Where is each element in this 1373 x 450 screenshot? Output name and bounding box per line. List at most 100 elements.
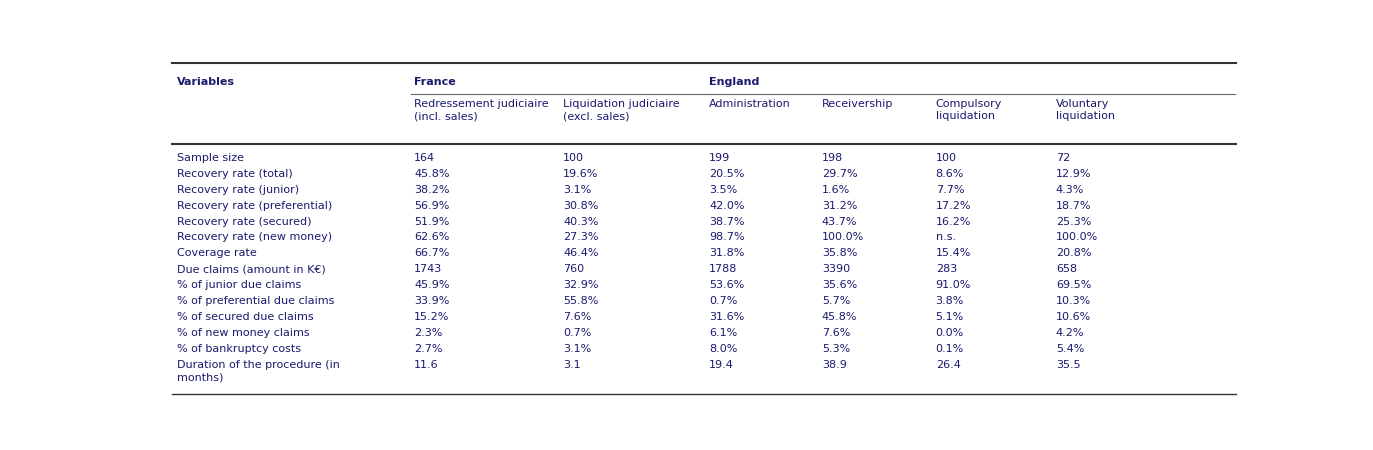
Text: 2.3%: 2.3%	[415, 328, 442, 338]
Text: 18.7%: 18.7%	[1056, 201, 1092, 211]
Text: % of secured due claims: % of secured due claims	[177, 312, 313, 322]
Text: 0.1%: 0.1%	[935, 344, 964, 354]
Text: 25.3%: 25.3%	[1056, 216, 1092, 226]
Text: 5.3%: 5.3%	[822, 344, 850, 354]
Text: 100: 100	[563, 153, 584, 163]
Text: Coverage rate: Coverage rate	[177, 248, 257, 258]
Text: 91.0%: 91.0%	[935, 280, 971, 290]
Text: 8.6%: 8.6%	[935, 169, 964, 179]
Text: Compulsory
liquidation: Compulsory liquidation	[935, 99, 1002, 122]
Text: 6.1%: 6.1%	[708, 328, 737, 338]
Text: 42.0%: 42.0%	[708, 201, 744, 211]
Text: 7.6%: 7.6%	[822, 328, 850, 338]
Text: 0.7%: 0.7%	[708, 296, 737, 306]
Text: 31.2%: 31.2%	[822, 201, 857, 211]
Text: % of preferential due claims: % of preferential due claims	[177, 296, 334, 306]
Text: 16.2%: 16.2%	[935, 216, 971, 226]
Text: 15.2%: 15.2%	[415, 312, 449, 322]
Text: % of bankruptcy costs: % of bankruptcy costs	[177, 344, 301, 354]
Text: 4.3%: 4.3%	[1056, 184, 1085, 195]
Text: 66.7%: 66.7%	[415, 248, 449, 258]
Text: 3.5%: 3.5%	[708, 184, 737, 195]
Text: 51.9%: 51.9%	[415, 216, 449, 226]
Text: 53.6%: 53.6%	[708, 280, 744, 290]
Text: 38.2%: 38.2%	[415, 184, 450, 195]
Text: 26.4: 26.4	[935, 360, 961, 370]
Text: Liquidation judiciaire
(excl. sales): Liquidation judiciaire (excl. sales)	[563, 99, 680, 122]
Text: 98.7%: 98.7%	[708, 233, 744, 243]
Text: 40.3%: 40.3%	[563, 216, 599, 226]
Text: 100.0%: 100.0%	[1056, 233, 1098, 243]
Text: 11.6: 11.6	[415, 360, 439, 370]
Text: 3.1: 3.1	[563, 360, 581, 370]
Text: 1743: 1743	[415, 264, 442, 274]
Text: Redressement judiciaire
(incl. sales): Redressement judiciaire (incl. sales)	[415, 99, 549, 122]
Text: 31.8%: 31.8%	[708, 248, 744, 258]
Text: 35.6%: 35.6%	[822, 280, 857, 290]
Text: 7.6%: 7.6%	[563, 312, 592, 322]
Text: 30.8%: 30.8%	[563, 201, 599, 211]
Text: 3390: 3390	[822, 264, 850, 274]
Text: Recovery rate (preferential): Recovery rate (preferential)	[177, 201, 332, 211]
Text: 5.7%: 5.7%	[822, 296, 850, 306]
Text: 198: 198	[822, 153, 843, 163]
Text: 45.9%: 45.9%	[415, 280, 450, 290]
Text: 760: 760	[563, 264, 585, 274]
Text: Recovery rate (junior): Recovery rate (junior)	[177, 184, 299, 195]
Text: 1.6%: 1.6%	[822, 184, 850, 195]
Text: 19.4: 19.4	[708, 360, 733, 370]
Text: 199: 199	[708, 153, 730, 163]
Text: 31.6%: 31.6%	[708, 312, 744, 322]
Text: 69.5%: 69.5%	[1056, 280, 1092, 290]
Text: England: England	[708, 76, 759, 86]
Text: n.s.: n.s.	[935, 233, 956, 243]
Text: 5.1%: 5.1%	[935, 312, 964, 322]
Text: 10.3%: 10.3%	[1056, 296, 1092, 306]
Text: 12.9%: 12.9%	[1056, 169, 1092, 179]
Text: Recovery rate (total): Recovery rate (total)	[177, 169, 292, 179]
Text: 46.4%: 46.4%	[563, 248, 599, 258]
Text: 45.8%: 45.8%	[822, 312, 857, 322]
Text: 29.7%: 29.7%	[822, 169, 857, 179]
Text: 35.5: 35.5	[1056, 360, 1081, 370]
Text: 15.4%: 15.4%	[935, 248, 971, 258]
Text: Receivership: Receivership	[822, 99, 894, 109]
Text: 2.7%: 2.7%	[415, 344, 442, 354]
Text: Voluntary
liquidation: Voluntary liquidation	[1056, 99, 1115, 122]
Text: 38.9: 38.9	[822, 360, 847, 370]
Text: % of junior due claims: % of junior due claims	[177, 280, 301, 290]
Text: 7.7%: 7.7%	[935, 184, 964, 195]
Text: Recovery rate (secured): Recovery rate (secured)	[177, 216, 312, 226]
Text: 38.7%: 38.7%	[708, 216, 744, 226]
Text: 658: 658	[1056, 264, 1076, 274]
Text: 33.9%: 33.9%	[415, 296, 449, 306]
Text: 0.7%: 0.7%	[563, 328, 592, 338]
Text: % of new money claims: % of new money claims	[177, 328, 309, 338]
Text: France: France	[415, 76, 456, 86]
Text: 27.3%: 27.3%	[563, 233, 599, 243]
Text: Duration of the procedure (in
months): Duration of the procedure (in months)	[177, 360, 341, 382]
Text: 62.6%: 62.6%	[415, 233, 449, 243]
Text: 1788: 1788	[708, 264, 737, 274]
Text: Variables: Variables	[177, 76, 235, 86]
Text: 20.5%: 20.5%	[708, 169, 744, 179]
Text: 4.2%: 4.2%	[1056, 328, 1085, 338]
Text: 3.1%: 3.1%	[563, 184, 592, 195]
Text: 32.9%: 32.9%	[563, 280, 599, 290]
Text: 8.0%: 8.0%	[708, 344, 737, 354]
Text: 283: 283	[935, 264, 957, 274]
Text: 3.1%: 3.1%	[563, 344, 592, 354]
Text: 100.0%: 100.0%	[822, 233, 864, 243]
Text: 45.8%: 45.8%	[415, 169, 450, 179]
Text: 72: 72	[1056, 153, 1070, 163]
Text: 17.2%: 17.2%	[935, 201, 971, 211]
Text: 55.8%: 55.8%	[563, 296, 599, 306]
Text: 19.6%: 19.6%	[563, 169, 599, 179]
Text: 3.8%: 3.8%	[935, 296, 964, 306]
Text: Recovery rate (new money): Recovery rate (new money)	[177, 233, 332, 243]
Text: Due claims (amount in K€): Due claims (amount in K€)	[177, 264, 325, 274]
Text: 0.0%: 0.0%	[935, 328, 964, 338]
Text: 10.6%: 10.6%	[1056, 312, 1092, 322]
Text: 164: 164	[415, 153, 435, 163]
Text: 56.9%: 56.9%	[415, 201, 449, 211]
